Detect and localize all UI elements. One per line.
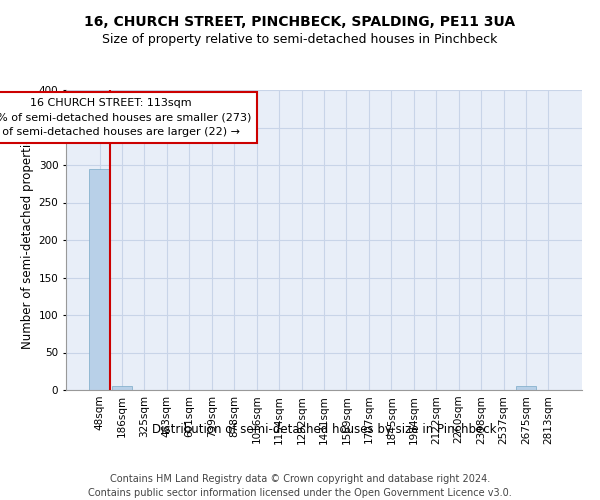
Bar — [112, 386, 132, 390]
Text: Size of property relative to semi-detached houses in Pinchbeck: Size of property relative to semi-detach… — [103, 32, 497, 46]
Text: 16 CHURCH STREET: 113sqm
← 92% of semi-detached houses are smaller (273)
7% of s: 16 CHURCH STREET: 113sqm ← 92% of semi-d… — [0, 98, 251, 137]
Text: Distribution of semi-detached houses by size in Pinchbeck: Distribution of semi-detached houses by … — [152, 422, 496, 436]
Bar — [516, 386, 536, 390]
Text: 16, CHURCH STREET, PINCHBECK, SPALDING, PE11 3UA: 16, CHURCH STREET, PINCHBECK, SPALDING, … — [85, 15, 515, 29]
Text: Contains HM Land Registry data © Crown copyright and database right 2024.
Contai: Contains HM Land Registry data © Crown c… — [88, 474, 512, 498]
Y-axis label: Number of semi-detached properties: Number of semi-detached properties — [22, 130, 34, 350]
Bar — [89, 169, 110, 390]
